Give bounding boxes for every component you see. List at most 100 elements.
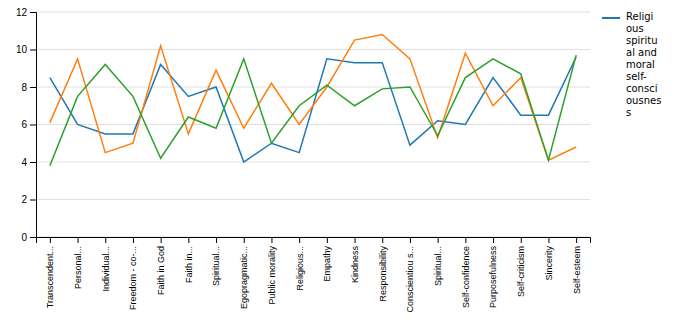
x-tick-label: Freedom - co-... (128, 246, 138, 310)
x-tick-mark (576, 237, 577, 243)
x-tick-mark (78, 237, 79, 243)
x-tick: Religious... (295, 237, 305, 291)
x-tick: Self-esteem (572, 237, 582, 294)
x-tick: Faith in... (184, 237, 194, 283)
x-tick: Conscientiou s... (405, 237, 415, 313)
x-tick-label: Kindness (350, 246, 360, 284)
x-tick-label: Faith in... (184, 246, 194, 283)
x-tick-label: Individual... (101, 246, 111, 292)
x-tick-label: Spiritual... (211, 246, 221, 286)
legend-item: Religiousspiritual andmoralself-consciou… (602, 11, 661, 118)
grid-line (36, 199, 590, 200)
plot: 0 2 4 6 8 10 12 Transcendent... Personal... Indiv… (16, 7, 591, 313)
x-tick: Individual... (101, 237, 111, 292)
x-tick-label: Egopragmatic... (239, 246, 249, 309)
series-line (50, 35, 576, 161)
grid-line (36, 12, 590, 13)
x-tick-label: Empathy (322, 246, 332, 282)
x-tick-mark (271, 237, 272, 243)
x-axis: Transcendent... Personal... Individual... F… (37, 237, 591, 313)
x-tick-label: Self-esteem (572, 246, 582, 294)
chart: 0 2 4 6 8 10 12 Transcendent... Personal... Indiv… (0, 0, 685, 329)
x-axis-line (37, 238, 591, 244)
grid-line (36, 162, 590, 163)
x-tick: Self-criticism (516, 237, 526, 297)
y-tick-mark (30, 125, 36, 126)
y-tick-label: 12 (16, 7, 28, 18)
y-axis: 0 2 4 6 8 10 12 (16, 7, 37, 243)
grid-line (36, 87, 590, 88)
lines (50, 35, 576, 166)
x-tick: Freedom - co-... (128, 237, 138, 310)
y-tick: 2 (21, 194, 36, 205)
x-tick-label: Personal... (73, 246, 83, 289)
x-tick-mark (216, 237, 217, 243)
x-tick: Sincerity (544, 237, 554, 281)
x-tick: Egopragmatic... (239, 237, 249, 309)
grid-line (36, 49, 590, 50)
grid-line (36, 124, 590, 125)
y-tick: 6 (21, 119, 36, 130)
y-tick-label: 6 (21, 119, 27, 130)
y-tick-mark (30, 12, 36, 13)
x-tick: Empathy (322, 237, 332, 282)
y-tick: 8 (21, 82, 36, 93)
series-line (50, 55, 576, 166)
x-tick-label: Responsibility (378, 246, 388, 302)
x-tick: Transcendent... (45, 237, 55, 308)
x-tick-mark (188, 237, 189, 243)
x-tick-mark (161, 237, 162, 243)
x-tick-mark (50, 237, 51, 243)
y-tick-mark (30, 200, 36, 201)
x-tick-label: Purposefulness (488, 246, 498, 309)
legend-label: Religiousspiritual andmoralself-consciou… (626, 11, 661, 118)
x-tick: Spiritual... (433, 237, 443, 286)
y-tick-mark (30, 162, 36, 163)
x-tick-mark (438, 237, 439, 243)
x-tick-mark (493, 237, 494, 243)
x-tick-mark (410, 237, 411, 243)
x-tick-label: Spiritual... (433, 246, 443, 286)
x-tick-mark (355, 237, 356, 243)
x-tick: Faith in God (156, 237, 166, 295)
grid (36, 12, 590, 237)
x-tick-label: Sincerity (544, 246, 554, 281)
x-tick-mark (465, 237, 466, 243)
x-tick: Spiritual... (211, 237, 221, 286)
y-tick-label: 2 (21, 194, 27, 205)
y-tick: 0 (21, 232, 36, 243)
x-tick-label: Faith in God (156, 246, 166, 295)
x-tick: Purposefulness (488, 237, 498, 308)
x-tick-label: Self-criticism (516, 246, 526, 297)
y-tick-label: 10 (16, 44, 28, 55)
x-tick-mark (521, 237, 522, 243)
y-tick-label: 4 (21, 157, 27, 168)
y-tick: 4 (21, 157, 36, 168)
y-tick-label: 8 (21, 82, 27, 93)
x-tick-mark (105, 237, 106, 243)
x-tick-mark (548, 237, 549, 243)
legend-swatch (602, 17, 620, 19)
x-tick-mark (244, 237, 245, 243)
x-tick: Self-confidence (461, 237, 471, 308)
y-tick-mark (30, 237, 36, 238)
x-tick-mark (133, 237, 134, 243)
x-tick-mark (382, 237, 383, 243)
x-tick: Responsibility (378, 237, 388, 302)
x-tick-mark (299, 237, 300, 243)
y-tick-mark (30, 87, 36, 88)
x-tick-label: Self-confidence (461, 246, 471, 308)
x-tick-mark (327, 237, 328, 243)
x-tick-label: Public morality (267, 246, 277, 305)
y-tick-mark (30, 50, 36, 51)
x-tick-label: Transcendent... (45, 246, 55, 308)
series-line (50, 57, 576, 162)
legend: Religiousspiritual andmoralself-consciou… (602, 11, 661, 118)
x-tick-label: Conscientiou s... (405, 246, 415, 313)
x-tick: Personal... (73, 237, 83, 289)
y-tick-label: 0 (21, 232, 27, 243)
x-tick: Kindness (350, 237, 360, 283)
y-tick: 10 (16, 44, 36, 55)
y-axis-line (30, 13, 37, 238)
y-tick: 12 (16, 7, 36, 18)
